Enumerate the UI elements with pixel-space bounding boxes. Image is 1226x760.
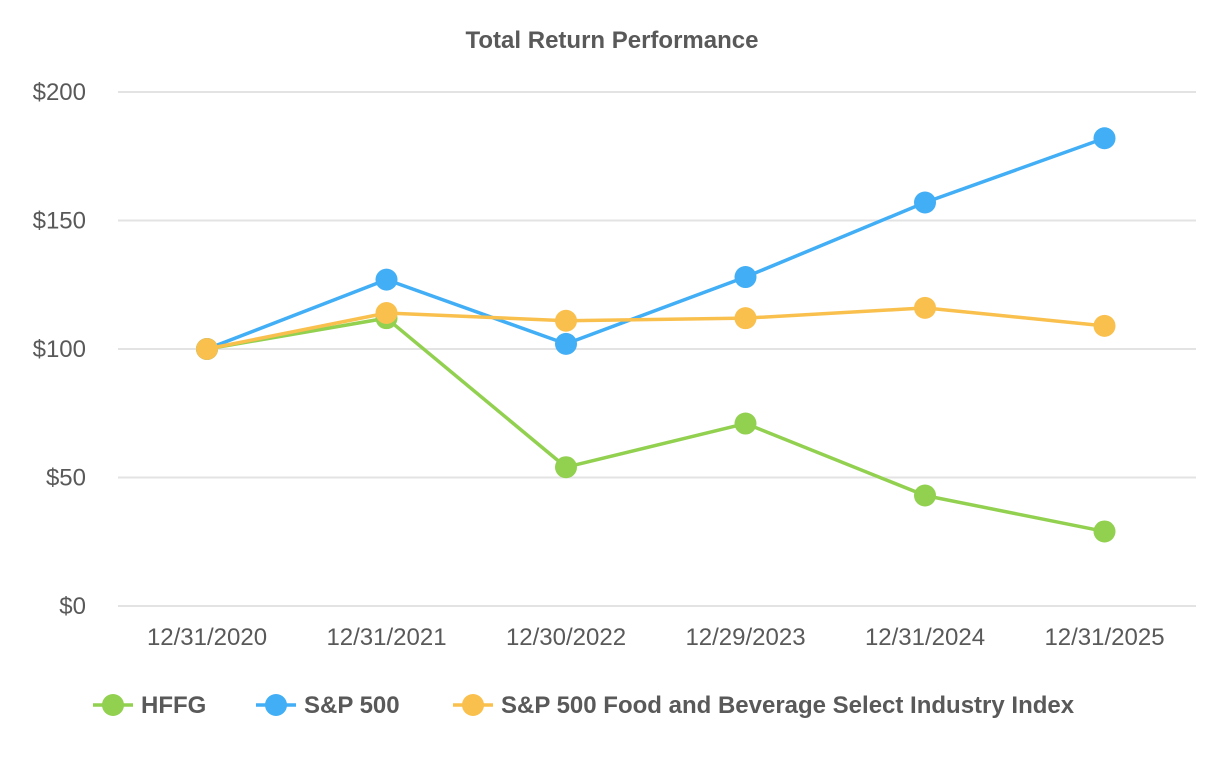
- data-point: [1093, 520, 1116, 543]
- series-line: [206, 136, 1106, 351]
- legend-swatch-marker: [102, 694, 124, 716]
- series-0: [196, 307, 1116, 543]
- series-2: [196, 296, 1116, 360]
- data-point: [914, 191, 936, 214]
- data-point: [734, 307, 757, 330]
- data-point: [734, 412, 757, 435]
- data-point: [555, 456, 577, 479]
- x-tick-label: 12/31/2020: [147, 624, 267, 651]
- grid-lines: [118, 91, 1196, 607]
- y-tick-label: $0: [59, 593, 86, 620]
- y-tick-label: $100: [33, 336, 86, 363]
- x-axis-ticks: 12/31/2020 12/31/2021 12/30/2022 12/29/2023…: [147, 624, 1165, 651]
- x-tick-label: 12/31/2025: [1044, 624, 1164, 651]
- series-line: [206, 316, 1105, 534]
- x-tick-label: 12/29/2023: [685, 624, 805, 651]
- data-point: [555, 309, 577, 332]
- chart-title: Total Return Performance: [466, 27, 759, 54]
- legend: HFFG S&P 500 S&P 500 Food and Beverage Sel…: [93, 692, 1075, 719]
- legend-label: S&P 500: [304, 692, 400, 719]
- y-tick-label: $200: [33, 79, 86, 106]
- data-point: [734, 266, 757, 289]
- legend-swatch-marker: [462, 694, 484, 716]
- data-point: [196, 338, 218, 360]
- data-point: [375, 268, 398, 291]
- legend-label: HFFG: [141, 692, 206, 719]
- legend-item: S&P 500 Food and Beverage Select Industr…: [453, 692, 1075, 719]
- data-point: [914, 296, 936, 319]
- data-point: [1093, 127, 1116, 150]
- data-point: [555, 332, 577, 355]
- y-tick-label: $150: [33, 208, 86, 235]
- data-point: [914, 484, 936, 507]
- x-tick-label: 12/31/2024: [865, 624, 985, 651]
- series-lines: [196, 127, 1116, 543]
- legend-item: S&P 500: [256, 692, 400, 719]
- x-tick-label: 12/31/2021: [326, 624, 446, 651]
- data-point: [375, 302, 398, 325]
- legend-label: S&P 500 Food and Beverage Select Industr…: [501, 692, 1075, 719]
- y-tick-label: $50: [46, 465, 86, 492]
- legend-swatch-marker: [265, 694, 287, 716]
- x-tick-label: 12/30/2022: [506, 624, 626, 651]
- data-point: [1093, 314, 1116, 337]
- series-line: [206, 306, 1105, 351]
- y-axis-ticks: $0 $50 $100 $150 $200: [33, 79, 86, 620]
- legend-item: HFFG: [93, 692, 206, 719]
